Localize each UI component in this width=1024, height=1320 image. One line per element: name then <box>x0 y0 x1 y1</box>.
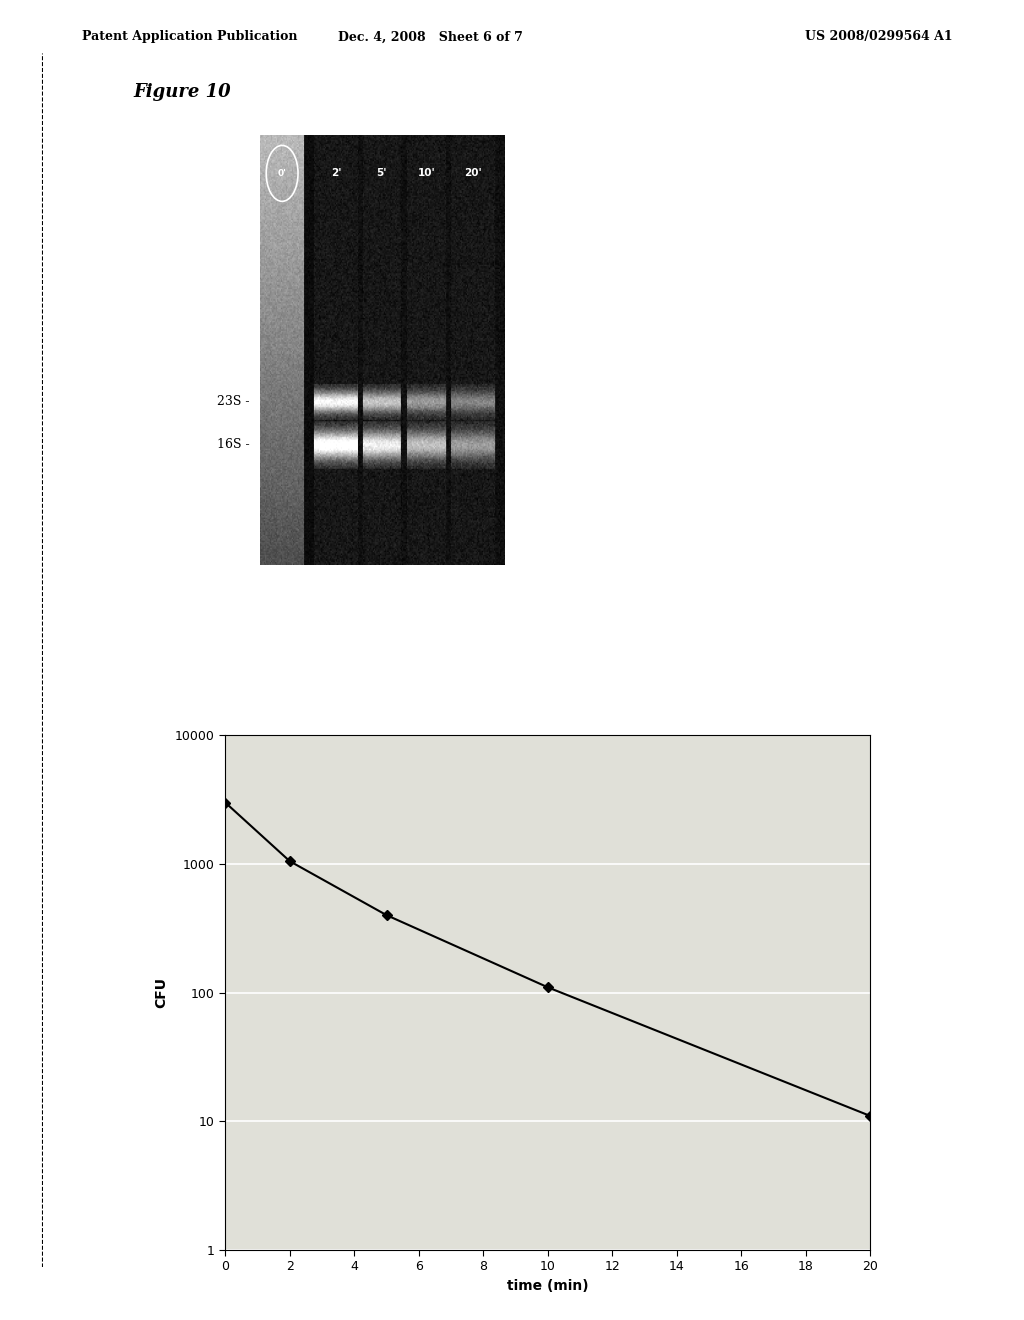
Text: 2': 2' <box>331 169 341 178</box>
Text: Dec. 4, 2008   Sheet 6 of 7: Dec. 4, 2008 Sheet 6 of 7 <box>338 30 522 44</box>
Text: 20': 20' <box>464 169 482 178</box>
Text: 5': 5' <box>377 169 387 178</box>
Text: 16S -: 16S - <box>217 438 250 451</box>
Text: Figure 10: Figure 10 <box>133 83 230 102</box>
X-axis label: time (min): time (min) <box>507 1279 589 1294</box>
Text: 23S -: 23S - <box>217 395 250 408</box>
Text: US 2008/0299564 A1: US 2008/0299564 A1 <box>805 30 952 44</box>
Y-axis label: CFU: CFU <box>154 977 168 1008</box>
Text: 0': 0' <box>278 169 287 178</box>
Text: 10': 10' <box>418 169 435 178</box>
Text: Patent Application Publication: Patent Application Publication <box>82 30 297 44</box>
